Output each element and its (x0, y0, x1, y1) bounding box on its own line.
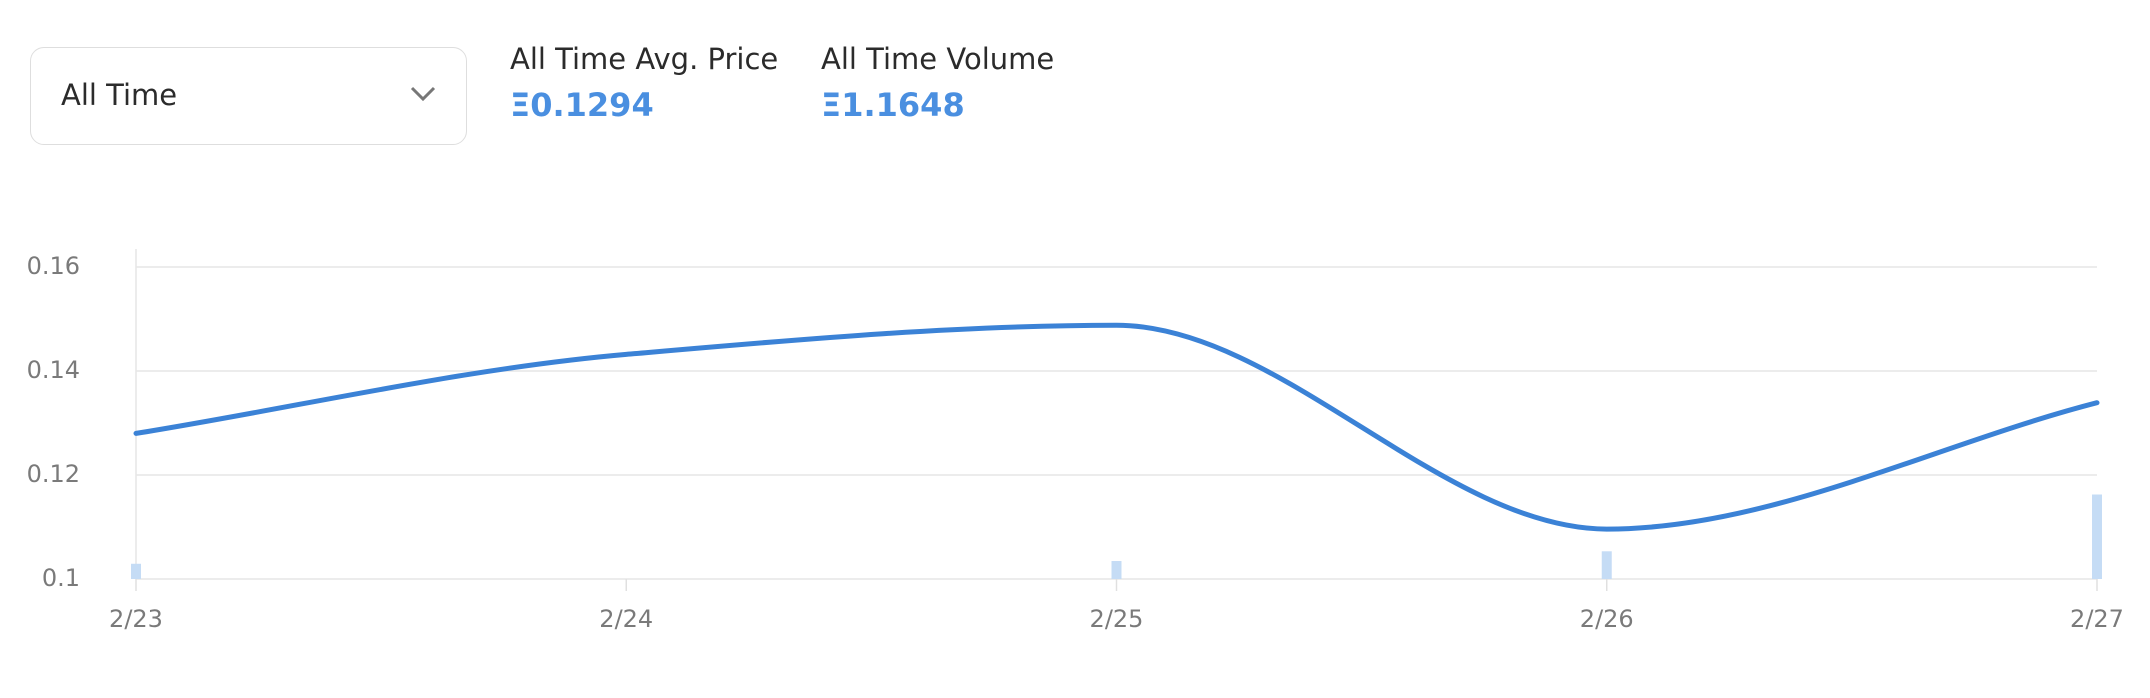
x-tick-label: 2/23 (109, 605, 163, 633)
x-tick-label: 2/27 (2070, 605, 2124, 633)
chevron-icon (410, 86, 436, 102)
y-tick-label: 0.14 (27, 356, 80, 384)
dropdown-label: All Time (61, 78, 178, 112)
stat: All Time Volume Ξ1.1648 (821, 42, 1054, 124)
price-line (133, 322, 2100, 532)
x-tick-label: 2/26 (1580, 605, 1634, 633)
stat-value: Ξ0.1294 (510, 86, 654, 124)
stat: All Time Avg. Price Ξ0.1294 (510, 42, 778, 124)
x-tick-label: 2/25 (1090, 605, 1144, 633)
x-tick-label: 2/24 (599, 605, 653, 633)
volume-bar (131, 563, 141, 579)
volume-bar (1111, 561, 1122, 579)
y-tick-label: 0.12 (27, 460, 80, 488)
stat-value: Ξ1.1648 (821, 86, 965, 124)
time-range-dropdown[interactable]: All Time (30, 47, 467, 145)
y-tick-label: 0.1 (42, 564, 80, 592)
volume-bar (2092, 494, 2102, 579)
stat-label: All Time Avg. Price (510, 42, 779, 76)
y-tick-label: 0.16 (27, 252, 80, 280)
stat-label: All Time Volume (821, 42, 1055, 76)
volume-bar (1601, 551, 1612, 579)
